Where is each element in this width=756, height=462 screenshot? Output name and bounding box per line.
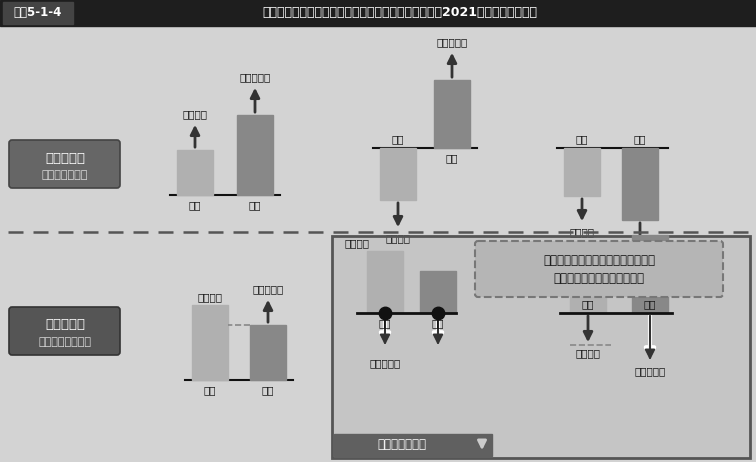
- Bar: [3, 2, 73, 24]
- Bar: [632, 235, 668, 313]
- Bar: [380, 148, 416, 200]
- Text: 実質賃金マイナス: 実質賃金マイナス: [39, 337, 91, 347]
- Text: 賃金の低下に合わせた年金額の改定ルールの見直し（2021年４月施行予定）: 賃金の低下に合わせた年金額の改定ルールの見直し（2021年４月施行予定）: [262, 6, 538, 19]
- Bar: [237, 115, 273, 195]
- FancyBboxPatch shape: [9, 307, 120, 355]
- Text: 物価: 物価: [576, 134, 588, 144]
- Text: 既裁定者: 既裁定者: [182, 109, 207, 119]
- Text: 今回の改正部分: 今回の改正部分: [377, 438, 426, 451]
- Text: 新規裁定者: 新規裁定者: [370, 358, 401, 368]
- Bar: [434, 80, 470, 148]
- Bar: [420, 271, 456, 313]
- Text: 既裁定者: 既裁定者: [345, 238, 370, 248]
- Bar: [177, 150, 213, 195]
- Text: 賃金: 賃金: [446, 153, 458, 163]
- Text: 将来世代の給付水準の確保のため、: 将来世代の給付水準の確保のため、: [543, 254, 655, 267]
- Text: 物価＜賃金: 物価＜賃金: [45, 152, 85, 164]
- Text: 物価: 物価: [392, 134, 404, 144]
- Text: 新規裁定者: 新規裁定者: [634, 366, 665, 376]
- Bar: [192, 305, 228, 380]
- Bar: [332, 236, 750, 458]
- FancyBboxPatch shape: [9, 140, 120, 188]
- Bar: [250, 325, 286, 380]
- FancyBboxPatch shape: [475, 241, 723, 297]
- Bar: [332, 236, 750, 458]
- Text: 新規裁定者: 新規裁定者: [253, 284, 284, 294]
- Text: 物価: 物価: [204, 385, 216, 395]
- Text: 賃金: 賃金: [262, 385, 274, 395]
- Text: 物価: 物価: [379, 318, 392, 328]
- Text: 既裁定者: 既裁定者: [386, 233, 411, 243]
- Text: 賃金: 賃金: [634, 134, 646, 144]
- Text: 既裁定者: 既裁定者: [197, 292, 222, 302]
- Text: 既裁定者: 既裁定者: [569, 227, 594, 237]
- Text: 賃金: 賃金: [432, 318, 445, 328]
- Text: 新規裁定者: 新規裁定者: [436, 37, 468, 47]
- Text: 物価: 物価: [582, 299, 594, 309]
- Text: 賃金に合わせて年金額を改定: 賃金に合わせて年金額を改定: [553, 272, 645, 285]
- Text: 新規裁定者: 新規裁定者: [240, 72, 271, 82]
- Bar: [367, 251, 403, 313]
- Text: 既裁定者: 既裁定者: [575, 348, 600, 358]
- Text: 賃金: 賃金: [644, 299, 656, 309]
- Text: 賃金: 賃金: [249, 200, 262, 210]
- Text: 実質賃金プラス: 実質賃金プラス: [42, 170, 88, 180]
- Text: 物価＞賃金: 物価＞賃金: [45, 318, 85, 332]
- Text: 物価: 物価: [189, 200, 201, 210]
- Bar: [622, 148, 658, 220]
- Bar: [570, 261, 606, 313]
- Bar: [564, 148, 600, 196]
- Text: 新規裁定者: 新規裁定者: [624, 258, 655, 268]
- Text: 図表5-1-4: 図表5-1-4: [14, 6, 62, 19]
- Bar: [334, 434, 492, 456]
- Bar: [0, 0, 756, 26]
